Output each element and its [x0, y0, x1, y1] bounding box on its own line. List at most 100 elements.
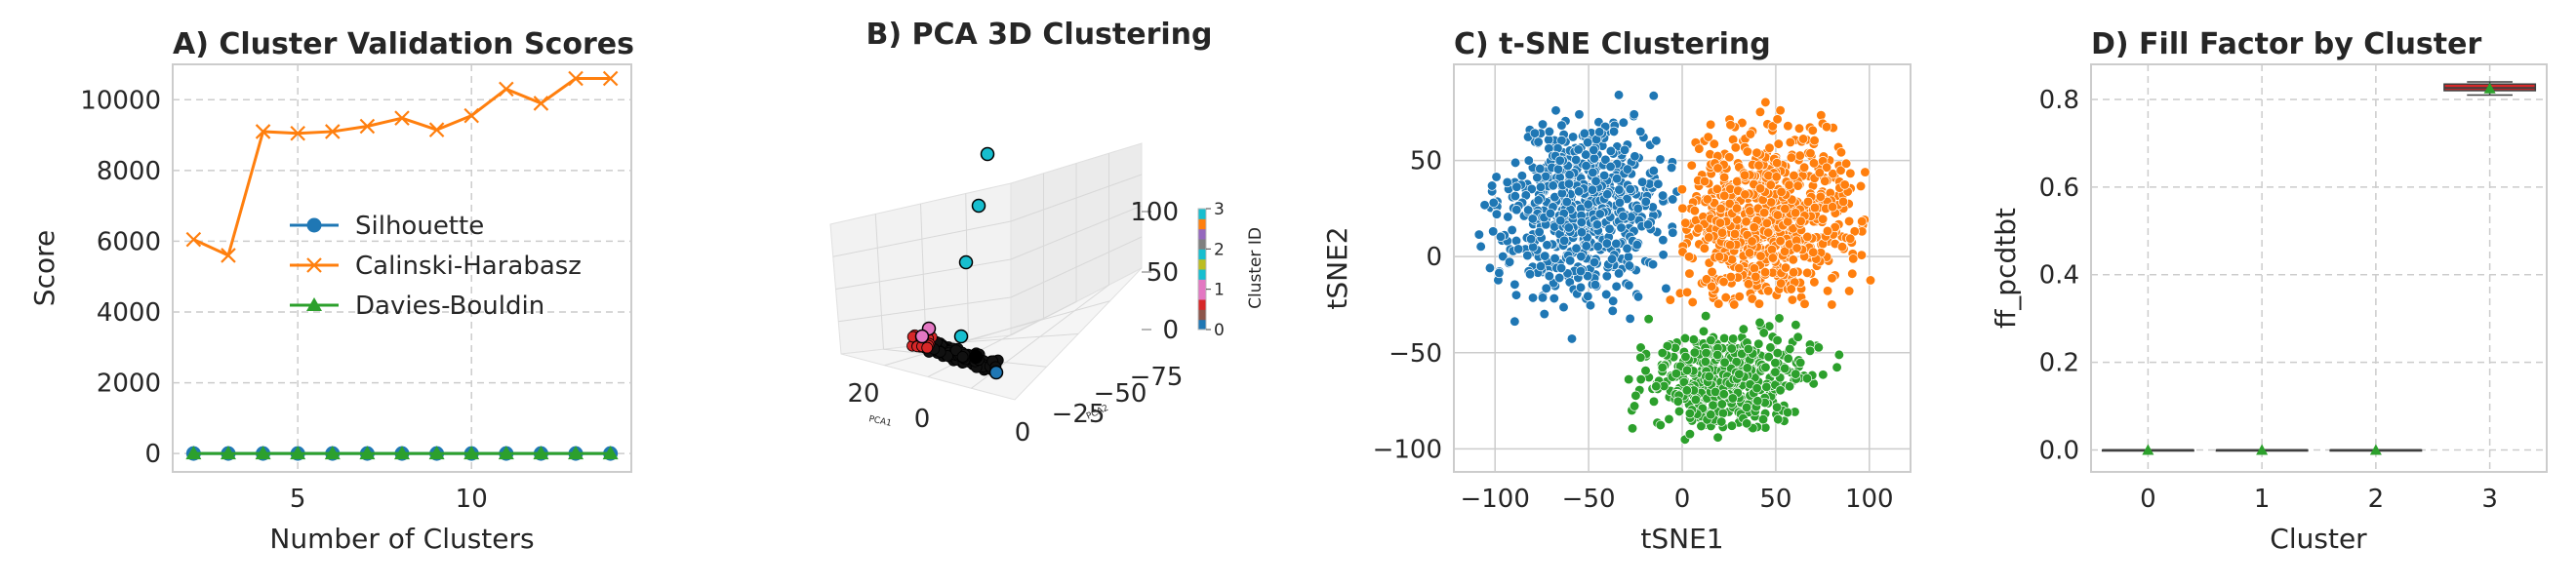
panel-d-mean-marker [2369, 444, 2382, 455]
panel-b-y-tick-label: 0 [1015, 418, 1031, 448]
panel-b-colorbar-label: Cluster ID [1246, 227, 1266, 309]
panel-c-point-cluster-2 [1752, 396, 1763, 407]
panel-b-z-tick-label: 100 [1130, 198, 1179, 227]
panel-c-point-cluster-0 [1532, 173, 1543, 183]
panel-c-point-cluster-2 [1751, 383, 1762, 394]
panel-a-legend-label: Davies-Bouldin [355, 292, 544, 321]
panel-c-point-cluster-2 [1761, 381, 1772, 393]
panel-d-ticks: 0 1 2 3 0.0 0.2 0.4 0.6 0.8 [2039, 86, 2498, 514]
panel-d-y-tick-label: 0.2 [2039, 349, 2079, 378]
panel-c-point-cluster-0 [1648, 91, 1659, 101]
panel-c-point-cluster-2 [1801, 372, 1813, 384]
panel-c-point-cluster-0 [1590, 176, 1601, 186]
panel-b-title: B) PCA 3D Clustering [865, 18, 1212, 52]
panel-c-point-cluster-0 [1554, 272, 1565, 284]
panel-b-colorbar-segment [1198, 258, 1206, 270]
panel-c-point-cluster-2 [1651, 381, 1662, 392]
panel-c-point-cluster-0 [1614, 184, 1625, 195]
panel-c-point-cluster-0 [1622, 243, 1632, 254]
panel-d-boxes [2101, 81, 2537, 455]
panel-c-point-cluster-1 [1687, 296, 1698, 308]
panel-c-point-cluster-2 [1831, 362, 1842, 372]
panel-d-x-tick-label: 2 [2368, 485, 2385, 514]
panel-c-point-cluster-0 [1503, 212, 1513, 222]
panel-a-data-point [499, 81, 514, 98]
panel-c-y-axis-label: tSNE2 [1321, 226, 1353, 309]
panel-b-point-cluster-3 [971, 198, 986, 214]
panel-c-point-cluster-2 [1657, 362, 1668, 373]
panel-c-point-cluster-1 [1734, 262, 1745, 274]
panel-c-point-cluster-1 [1758, 208, 1770, 218]
panel-b-y-tick-label: −50 [1094, 379, 1147, 409]
panel-a-y-axis-label: Score [28, 230, 60, 306]
panel-c-point-cluster-1 [1681, 287, 1693, 297]
panel-c-point-cluster-1 [1849, 226, 1860, 237]
panel-c-point-cluster-2 [1719, 357, 1730, 368]
panel-c-point-cluster-1 [1809, 135, 1820, 146]
panel-c-point-cluster-0 [1488, 197, 1499, 209]
panel-c-point-cluster-0 [1495, 231, 1507, 242]
panel-c-point-cluster-0 [1606, 254, 1618, 264]
panel-c-point-cluster-0 [1535, 181, 1547, 192]
panel-c-point-cluster-0 [1494, 267, 1505, 279]
panel-c-point-cluster-2 [1792, 332, 1803, 342]
panel-c-point-cluster-1 [1836, 241, 1848, 253]
panel-c-point-cluster-1 [1720, 292, 1731, 303]
panel-c-point-cluster-1 [1724, 152, 1735, 163]
panel-c-point-cluster-2 [1701, 310, 1711, 322]
panel-c-point-cluster-1 [1857, 215, 1868, 227]
panel-c-point-cluster-1 [1763, 227, 1774, 238]
panel-c-point-cluster-1 [1719, 190, 1730, 201]
panel-c-point-cluster-0 [1642, 219, 1654, 230]
panel-c-point-cluster-2 [1706, 334, 1716, 346]
panel-c-x-tick-label: 0 [1674, 485, 1691, 514]
panel-c-point-cluster-2 [1804, 345, 1816, 356]
panel-c-point-cluster-2 [1753, 338, 1764, 349]
panel-c-point-cluster-2 [1785, 343, 1795, 355]
panel-c-point-cluster-0 [1623, 252, 1634, 262]
panel-c-y-tick-label: 0 [1426, 243, 1442, 272]
panel-c-point-cluster-0 [1575, 265, 1587, 277]
panel-c-point-cluster-1 [1763, 286, 1774, 296]
panel-c-point-cluster-1 [1845, 168, 1856, 178]
panel-a-x-axis-label: Number of Clusters [269, 523, 534, 555]
panel-c-point-cluster-0 [1666, 162, 1677, 174]
panel-c-point-cluster-2 [1791, 320, 1801, 331]
panel-c-point-cluster-0 [1591, 219, 1603, 230]
panel-a-legend: Silhouette Calinski-Harabasz Davies-Bouldi… [290, 212, 582, 321]
panel-c-point-cluster-1 [1716, 227, 1728, 238]
panel-c-point-cluster-0 [1589, 153, 1600, 164]
panel-b-3d-axes [829, 142, 1143, 401]
panel-b-gridline [838, 296, 1012, 323]
panel-c-point-cluster-0 [1555, 262, 1567, 274]
panel-c-point-cluster-1 [1835, 147, 1847, 158]
panel-c-ticks: −100 −50 0 50 100 −100 −50 0 50 [1373, 147, 1894, 514]
panel-c-point-cluster-1 [1772, 114, 1783, 125]
panel-c-point-cluster-2 [1758, 328, 1769, 338]
panel-a-data-point [428, 446, 445, 460]
panel-c-point-cluster-1 [1713, 252, 1725, 262]
panel-b-colorbar-tick-label: 2 [1214, 240, 1225, 259]
panel-d-mean-marker [2142, 444, 2154, 455]
panel-c-point-cluster-0 [1573, 144, 1584, 155]
panel-c-point-cluster-0 [1605, 161, 1616, 173]
panel-c-point-cluster-1 [1715, 203, 1726, 214]
panel-a-data-point [498, 446, 514, 460]
panel-c-point-cluster-1 [1771, 172, 1782, 182]
panel-c-point-cluster-0 [1502, 176, 1512, 188]
panel-c-point-cluster-0 [1541, 171, 1551, 182]
panel-c-point-cluster-2 [1630, 390, 1641, 401]
panel-c-point-cluster-1 [1766, 197, 1777, 208]
panel-c-point-cluster-2 [1648, 396, 1660, 407]
panel-c-point-cluster-1 [1790, 208, 1801, 218]
panel-c-point-cluster-2 [1681, 385, 1692, 396]
panel-c-point-cluster-2 [1780, 363, 1791, 374]
panel-c-point-cluster-0 [1558, 301, 1569, 313]
panel-a-data-point [428, 122, 445, 137]
panel-a-validation-scores: 5 10 0 2000 4000 6000 8000 10000 A) Cluster Val… [28, 27, 634, 555]
panel-c-point-cluster-1 [1822, 225, 1833, 237]
panel-c-point-cluster-1 [1729, 228, 1741, 240]
panel-c-point-cluster-1 [1793, 123, 1805, 134]
panel-a-data-point [290, 125, 305, 141]
panel-c-point-cluster-0 [1608, 126, 1620, 137]
